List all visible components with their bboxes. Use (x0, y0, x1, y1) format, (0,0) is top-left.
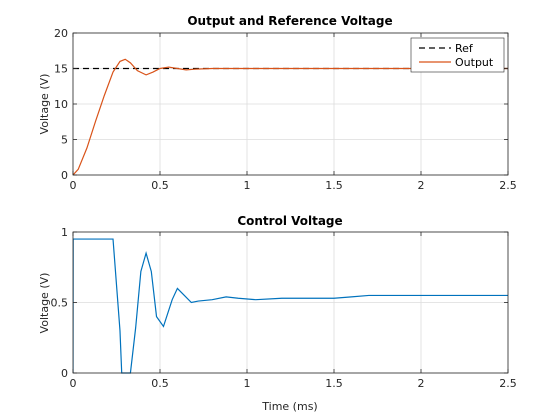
x-tick-label: 0 (70, 179, 77, 192)
legend-box (410, 37, 505, 73)
x-tick-label: 2 (418, 179, 425, 192)
y-tick-label: 1 (61, 226, 68, 239)
legend-label-output: Output (455, 56, 494, 69)
y-tick-label: 15 (54, 63, 68, 76)
x-tick-label: 1.5 (325, 377, 343, 390)
y-axis-label: Voltage (V) (38, 273, 51, 334)
x-tick-label: 2.5 (499, 377, 517, 390)
x-tick-label: 1 (244, 377, 251, 390)
legend-label-ref: Ref (455, 42, 474, 55)
x-tick-label: 0.5 (151, 377, 169, 390)
y-tick-label: 20 (54, 27, 68, 40)
series-line-output (73, 58, 508, 176)
chart-title: Output and Reference Voltage (187, 14, 392, 28)
x-tick-label: 1.5 (325, 179, 343, 192)
y-tick-label: 0.5 (51, 297, 69, 310)
y-tick-label: 10 (54, 98, 68, 111)
chart-title: Control Voltage (237, 214, 342, 228)
y-tick-label: 0 (61, 367, 68, 380)
x-tick-label: 2.5 (499, 179, 517, 192)
y-tick-label: 5 (61, 134, 68, 147)
x-tick-label: 1 (244, 179, 251, 192)
y-axis-label: Voltage (V) (38, 74, 51, 135)
output-reference-chart: Output and Reference Voltage Voltage (V)… (38, 14, 517, 192)
x-tick-label: 0 (70, 377, 77, 390)
x-tick-label: 2 (418, 377, 425, 390)
y-tick-label: 0 (61, 169, 68, 182)
x-axis-label: Time (ms) (261, 400, 317, 413)
x-tick-label: 0.5 (151, 179, 169, 192)
